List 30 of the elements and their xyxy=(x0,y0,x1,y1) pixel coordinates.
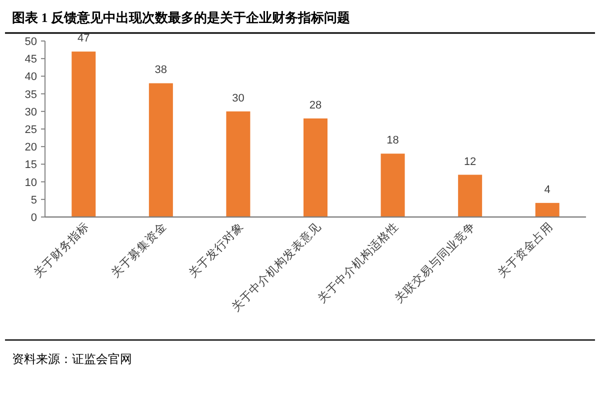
bar xyxy=(535,202,560,217)
x-tick-label: 关于资金占用 xyxy=(494,219,556,280)
bar xyxy=(458,174,482,217)
data-label: 28 xyxy=(309,99,322,112)
data-label: 12 xyxy=(464,156,476,168)
x-tick-label: 关于募集资金 xyxy=(108,219,170,280)
y-tick-label: 15 xyxy=(24,159,37,172)
data-label: 38 xyxy=(154,64,168,76)
y-tick-label: 35 xyxy=(24,88,37,101)
y-tick-label: 20 xyxy=(24,142,37,154)
y-tick-label: 40 xyxy=(24,71,37,84)
data-label: 18 xyxy=(386,134,399,147)
x-tick-label: 关于发行对象 xyxy=(186,219,246,280)
y-tick-label: 25 xyxy=(24,124,37,136)
data-label: 30 xyxy=(232,92,244,104)
bar xyxy=(72,52,96,217)
y-tick-label: 50 xyxy=(24,36,37,48)
data-label: 4 xyxy=(544,184,550,196)
y-tick-label: 0 xyxy=(30,212,37,224)
y-tick-label: 30 xyxy=(24,106,37,118)
bar xyxy=(304,118,328,217)
data-label: 47 xyxy=(78,32,90,45)
text: 资料来源：证监会官网 xyxy=(12,352,132,366)
y-tick-label: 5 xyxy=(30,194,37,206)
bar xyxy=(148,83,173,217)
chart-title: 图表 1 反馈意见中出现次数最多的是关于企业财务指标问题 xyxy=(12,10,350,25)
y-tick-label: 45 xyxy=(24,54,37,66)
bar xyxy=(226,111,250,217)
y-tick-label: 10 xyxy=(24,176,37,189)
bar xyxy=(380,154,405,217)
